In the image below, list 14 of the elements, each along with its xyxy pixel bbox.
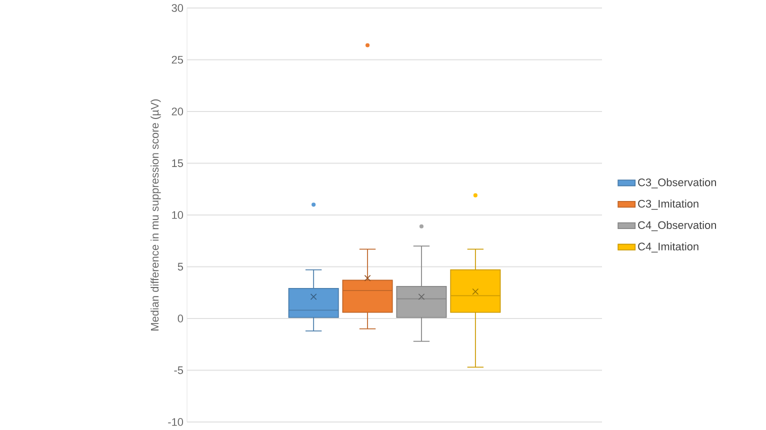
y-tick-label: 0 [178,314,184,322]
y-tick-label: -5 [174,366,184,374]
legend-label: C3_Imitation [638,200,698,210]
legend-label: C4_Imitation [638,242,698,252]
y-tick-label: 20 [172,108,184,116]
y-tick-label: 5 [178,262,184,271]
y-tick-label: 10 [172,211,184,219]
y-tick-label: -10 [168,418,184,426]
y-tick-label: 30 [172,4,184,12]
legend-label: C4_Observation [638,220,716,232]
y-tick-label: 15 [172,159,184,168]
y-axis-title: Median difference in mu suppression score (µV) [150,99,161,330]
y-tick-label: 25 [172,56,184,64]
legend-label: C3_Observation [638,178,716,188]
